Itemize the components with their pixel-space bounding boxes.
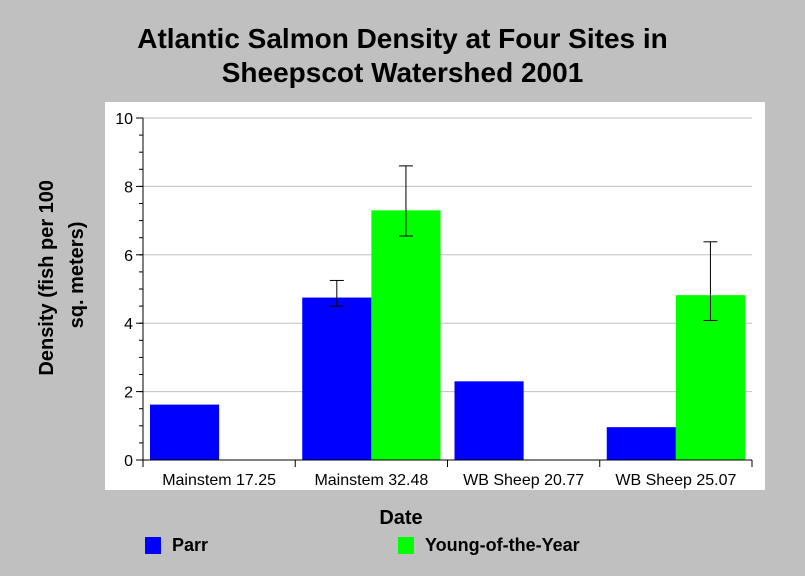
gridlines xyxy=(143,117,752,393)
y-axis-label-line-1: Density (fish per 100 xyxy=(36,180,58,376)
x-tick-label-1: Mainstem 32.48 xyxy=(314,472,428,489)
y-tick-label-8: 8 xyxy=(124,179,133,196)
axes xyxy=(136,117,753,467)
chart-title: Atlantic Salmon Density at Four Sites in… xyxy=(0,22,805,90)
bar-young-of-the-year-1 xyxy=(371,210,441,460)
legend-swatch-parr xyxy=(145,536,161,554)
bar-parr-3 xyxy=(606,427,676,460)
chart-title-line-2: Sheepscot Watershed 2001 xyxy=(221,57,584,88)
chart-title-line-1: Atlantic Salmon Density at Four Sites in xyxy=(137,23,668,54)
legend-swatch-young-of-the-year xyxy=(398,536,414,554)
legend-label-young-of-the-year: Young-of-the-Year xyxy=(425,534,580,555)
bar-young-of-the-year-3 xyxy=(675,295,745,460)
y-tick-label-4: 4 xyxy=(124,316,133,333)
bar-parr-0 xyxy=(150,404,220,460)
x-tick-label-3: WB Sheep 25.07 xyxy=(615,472,736,489)
legend-item-young-of-the-year: Young-of-the-Year xyxy=(398,533,580,557)
y-tick-labels: 0 2 4 6 8 10 xyxy=(115,111,133,470)
error-bars xyxy=(329,165,718,321)
y-axis-label: Density (fish per 100 sq. meters) xyxy=(36,174,88,375)
y-tick-label-6: 6 xyxy=(124,248,133,265)
bar-parr-2 xyxy=(454,381,524,460)
y-tick-label-10: 10 xyxy=(115,111,133,128)
x-tick-label-2: WB Sheep 20.77 xyxy=(463,472,584,489)
y-tick-label-2: 2 xyxy=(124,385,133,402)
x-tick-label-0: Mainstem 17.25 xyxy=(162,472,276,489)
y-tick-label-0: 0 xyxy=(124,453,133,470)
legend-label-parr: Parr xyxy=(172,534,209,555)
legend-item-parr: Parr xyxy=(145,533,208,557)
x-axis-label: Date xyxy=(379,507,422,529)
y-axis-label-line-2: sq. meters) xyxy=(66,222,88,329)
x-tick-labels: Mainstem 17.25 Mainstem 32.48 WB Sheep 20.… xyxy=(162,472,736,489)
bars xyxy=(150,210,745,460)
bar-parr-1 xyxy=(302,297,372,460)
